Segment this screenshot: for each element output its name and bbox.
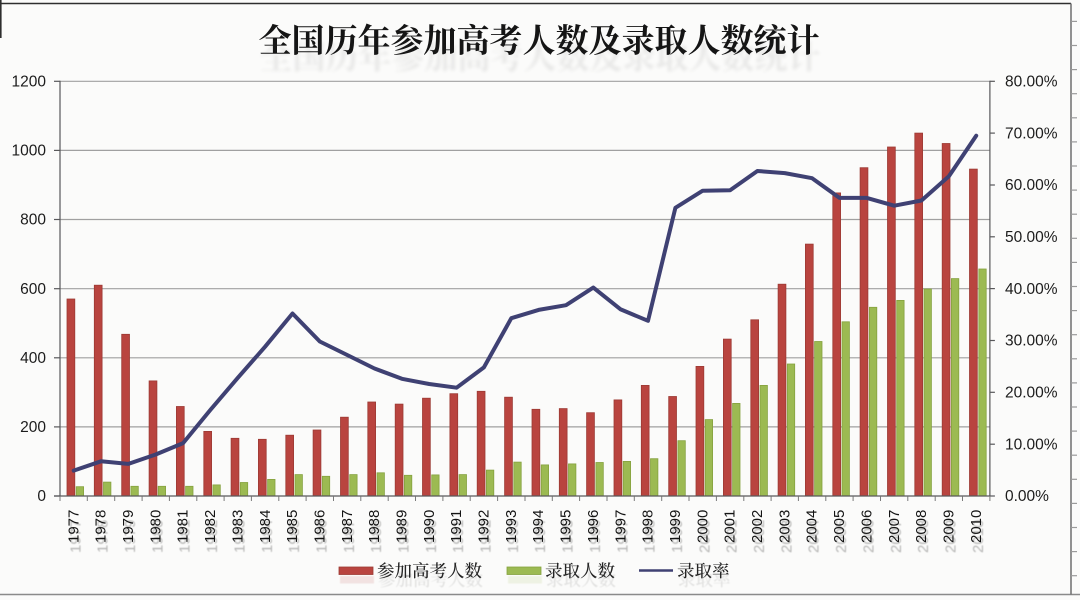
svg-text:10.00%: 10.00% (1005, 436, 1058, 453)
svg-text:1000: 1000 (12, 143, 47, 160)
svg-text:1982: 1982 (202, 510, 219, 543)
svg-text:1992: 1992 (476, 510, 493, 543)
svg-text:1984: 1984 (257, 510, 274, 543)
svg-text:1978: 1978 (95, 520, 112, 553)
svg-text:2010: 2010 (968, 510, 985, 543)
svg-text:1994: 1994 (532, 520, 549, 553)
svg-text:1991: 1991 (450, 520, 467, 553)
svg-text:600: 600 (20, 281, 46, 298)
svg-text:1989: 1989 (394, 510, 411, 543)
svg-text:1988: 1988 (368, 520, 385, 553)
svg-text:1999: 1999 (669, 520, 686, 553)
svg-text:30.00%: 30.00% (1005, 333, 1058, 350)
svg-text:800: 800 (20, 212, 46, 229)
svg-text:1996: 1996 (587, 520, 604, 553)
svg-text:1995: 1995 (560, 520, 577, 553)
svg-text:2002: 2002 (749, 510, 766, 543)
svg-text:400: 400 (20, 350, 46, 367)
svg-text:2008: 2008 (913, 510, 930, 543)
svg-text:1989: 1989 (396, 520, 413, 553)
svg-text:1986: 1986 (313, 520, 330, 553)
svg-text:2008: 2008 (915, 520, 932, 553)
svg-text:2009: 2009 (943, 520, 960, 553)
svg-text:1993: 1993 (505, 520, 522, 553)
svg-text:2006: 2006 (860, 520, 877, 553)
svg-text:1977: 1977 (65, 510, 82, 543)
svg-text:1991: 1991 (448, 510, 465, 543)
svg-text:2005: 2005 (831, 510, 848, 543)
svg-text:2010: 2010 (970, 520, 987, 553)
svg-text:1997: 1997 (614, 520, 631, 553)
svg-text:2004: 2004 (804, 510, 821, 543)
svg-text:2000: 2000 (694, 510, 711, 543)
svg-text:1987: 1987 (339, 510, 356, 543)
svg-text:1985: 1985 (286, 520, 303, 553)
svg-text:2009: 2009 (941, 510, 958, 543)
svg-text:80.00%: 80.00% (1005, 74, 1058, 91)
svg-text:2006: 2006 (858, 510, 875, 543)
svg-text:1980: 1980 (147, 510, 164, 543)
svg-text:1983: 1983 (229, 510, 246, 543)
svg-text:2002: 2002 (751, 520, 768, 553)
svg-text:1979: 1979 (122, 520, 139, 553)
svg-text:2003: 2003 (778, 520, 795, 553)
svg-text:1993: 1993 (503, 510, 520, 543)
svg-text:0.00%: 0.00% (1005, 488, 1049, 505)
svg-text:1983: 1983 (231, 520, 248, 553)
svg-text:1994: 1994 (530, 510, 547, 543)
svg-text:2003: 2003 (776, 510, 793, 543)
svg-text:1979: 1979 (120, 510, 137, 543)
svg-text:1990: 1990 (423, 520, 440, 553)
svg-text:1981: 1981 (175, 510, 192, 543)
svg-text:1995: 1995 (558, 510, 575, 543)
svg-text:1986: 1986 (311, 510, 328, 543)
svg-text:20.00%: 20.00% (1005, 385, 1058, 402)
svg-text:2007: 2007 (886, 510, 903, 543)
svg-text:1996: 1996 (585, 510, 602, 543)
svg-text:1980: 1980 (149, 520, 166, 553)
svg-text:2001: 2001 (722, 510, 739, 543)
svg-text:1981: 1981 (177, 520, 194, 553)
svg-text:2005: 2005 (833, 520, 850, 553)
svg-text:1985: 1985 (284, 510, 301, 543)
svg-text:1988: 1988 (366, 510, 383, 543)
svg-text:1992: 1992 (478, 520, 495, 553)
svg-text:1978: 1978 (93, 510, 110, 543)
svg-text:60.00%: 60.00% (1005, 177, 1058, 194)
svg-text:1990: 1990 (421, 510, 438, 543)
svg-text:200: 200 (20, 419, 46, 436)
svg-text:1977: 1977 (67, 520, 84, 553)
svg-text:1998: 1998 (642, 520, 659, 553)
svg-text:50.00%: 50.00% (1005, 229, 1058, 246)
svg-text:1984: 1984 (259, 520, 276, 553)
svg-text:2001: 2001 (724, 520, 741, 553)
svg-text:1999: 1999 (667, 510, 684, 543)
svg-text:1997: 1997 (612, 510, 629, 543)
svg-text:2007: 2007 (888, 520, 905, 553)
svg-text:1982: 1982 (204, 520, 221, 553)
svg-text:0: 0 (37, 488, 46, 505)
svg-text:40.00%: 40.00% (1005, 281, 1058, 298)
svg-text:1998: 1998 (640, 510, 657, 543)
svg-text:70.00%: 70.00% (1005, 125, 1058, 142)
svg-text:1987: 1987 (341, 520, 358, 553)
svg-text:2000: 2000 (696, 520, 713, 553)
svg-text:1200: 1200 (12, 74, 47, 91)
svg-text:2004: 2004 (806, 520, 823, 553)
